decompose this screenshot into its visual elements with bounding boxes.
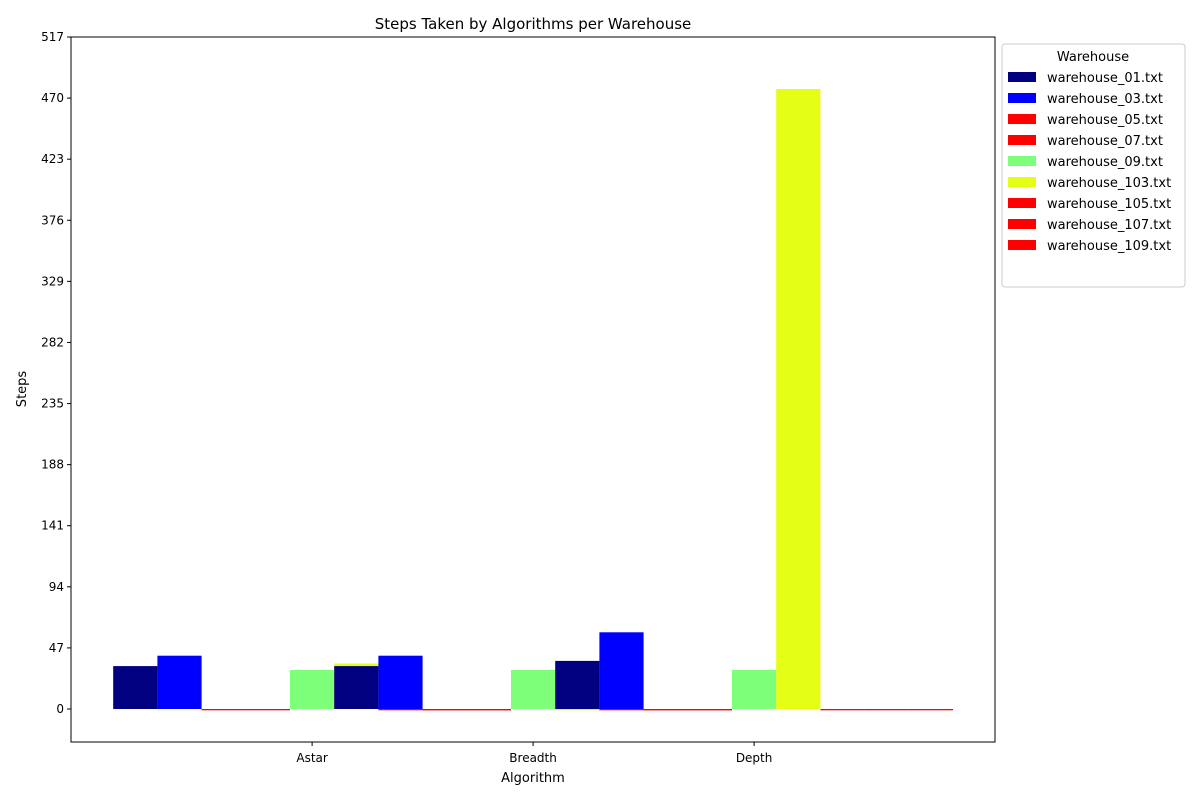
chart-title: Steps Taken by Algorithms per Warehouse <box>375 15 692 33</box>
legend-entry: warehouse_03.txt <box>1047 92 1163 107</box>
legend-entry: warehouse_103.txt <box>1047 176 1171 191</box>
bar <box>732 670 777 709</box>
legend-swatch <box>1008 156 1036 166</box>
bar <box>864 709 909 711</box>
bar <box>334 666 379 709</box>
bar <box>422 709 467 711</box>
legend-swatch <box>1008 114 1036 124</box>
legend-swatch <box>1008 177 1036 187</box>
y-tick-label: 517 <box>41 30 64 44</box>
legend: Warehouse warehouse_01.txt warehouse_03.t… <box>1001 43 1186 288</box>
legend-entry: warehouse_05.txt <box>1047 113 1163 128</box>
legend-swatch <box>1008 72 1036 82</box>
bars-layer <box>113 89 953 711</box>
legend-box <box>1001 43 1186 288</box>
bar <box>776 89 821 709</box>
y-axis: 0 47 94 141 188 235 282 329 376 423 470 517 <box>41 30 71 716</box>
y-tick-label: 188 <box>41 458 64 472</box>
x-axis: Astar Breadth Depth <box>296 742 772 765</box>
legend-entry: warehouse_07.txt <box>1047 134 1163 149</box>
bar <box>201 709 246 711</box>
legend-swatch <box>1008 198 1036 208</box>
bar <box>290 670 335 709</box>
bar <box>378 709 423 711</box>
y-tick-label: 329 <box>41 274 64 288</box>
legend-swatch <box>1008 240 1036 250</box>
y-tick-label: 376 <box>41 213 64 227</box>
plot-frame <box>70 36 996 743</box>
legend-swatch <box>1008 135 1036 145</box>
y-tick-label: 141 <box>41 519 64 533</box>
legend-entry: warehouse_105.txt <box>1047 197 1171 212</box>
bar <box>113 666 158 709</box>
y-axis-title: Steps <box>15 371 30 408</box>
legend-entry: warehouse_09.txt <box>1047 155 1163 170</box>
bar <box>599 632 644 709</box>
bar <box>687 709 732 711</box>
bar <box>378 655 423 709</box>
y-tick-label: 235 <box>41 397 64 411</box>
bar <box>245 709 290 711</box>
bar <box>157 655 202 709</box>
legend-swatch <box>1008 93 1036 103</box>
legend-swatch <box>1008 219 1036 229</box>
y-tick-label: 47 <box>49 641 64 655</box>
legend-entry: warehouse_01.txt <box>1047 71 1163 86</box>
bar <box>908 709 953 711</box>
legend-entry: warehouse_107.txt <box>1047 218 1171 233</box>
x-tick-label: Depth <box>736 751 773 765</box>
x-tick-label: Breadth <box>509 751 557 765</box>
bar <box>555 709 600 711</box>
y-tick-label: 94 <box>49 580 64 594</box>
legend-title: Warehouse <box>1057 50 1129 65</box>
y-tick-label: 423 <box>41 152 64 166</box>
bar <box>466 709 511 711</box>
bar <box>555 660 600 709</box>
x-axis-title: Algorithm <box>501 771 565 786</box>
legend-entry: warehouse_109.txt <box>1047 239 1171 254</box>
bar <box>820 709 865 711</box>
y-tick-label: 470 <box>41 91 64 105</box>
x-tick-label: Astar <box>296 751 328 765</box>
y-tick-label: 0 <box>56 702 64 716</box>
y-tick-label: 282 <box>41 335 64 349</box>
bar <box>643 709 688 711</box>
bar <box>511 670 556 709</box>
bar <box>599 709 644 711</box>
